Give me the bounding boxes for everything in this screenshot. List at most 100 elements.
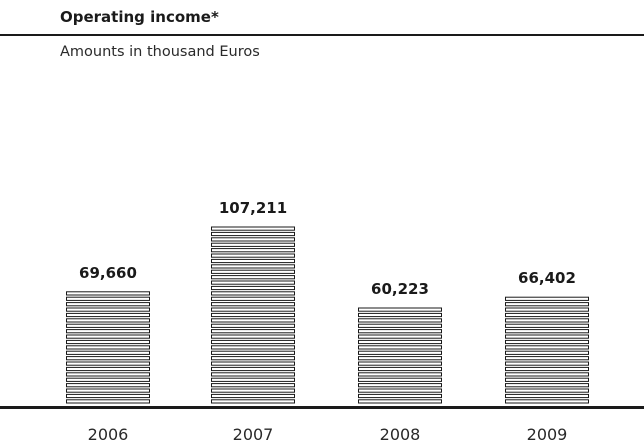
bar-stripe	[211, 253, 295, 258]
bar-stripe	[211, 237, 295, 242]
bar-stripe	[505, 399, 589, 404]
bar-stripe	[505, 312, 589, 318]
bar-stripe	[66, 361, 150, 366]
bar-stripe	[505, 361, 589, 366]
bar-stripe	[505, 334, 589, 339]
bar-stripe	[211, 323, 295, 328]
bar-stripe	[505, 383, 589, 388]
bar-stripe	[358, 366, 442, 372]
bar-stripe	[505, 393, 589, 399]
bar-2008	[358, 307, 442, 404]
bar-stripe	[66, 366, 150, 372]
bar-stripe	[358, 345, 442, 350]
bar-stripe	[211, 393, 295, 399]
bar-stripe	[358, 393, 442, 399]
bar-stripe	[358, 356, 442, 361]
bar-stripe	[211, 307, 295, 312]
bar-stripe	[66, 312, 150, 318]
bar-stripe	[211, 366, 295, 372]
bar-stripe	[211, 264, 295, 269]
bar-stripe	[66, 302, 150, 307]
bar-stripe	[358, 323, 442, 328]
bar-stripe	[211, 318, 295, 323]
bar-stripe	[505, 307, 589, 312]
x-tick-label-2006: 2006	[88, 425, 129, 444]
bar-stripe	[211, 269, 295, 274]
bar-stripe	[211, 302, 295, 307]
bar-stripe	[211, 372, 295, 377]
bar-stripe	[358, 339, 442, 345]
bar-stripe	[66, 350, 150, 355]
x-tick-label-2007: 2007	[233, 425, 274, 444]
bar-stripe	[358, 334, 442, 339]
bar-stripe	[211, 242, 295, 247]
bar-stripe	[358, 361, 442, 366]
chart-title: Operating income*	[60, 8, 219, 26]
bar-stripe	[211, 285, 295, 291]
bar-stripe	[66, 307, 150, 312]
bar-stripe	[505, 296, 589, 301]
bar-stripe	[505, 323, 589, 328]
bar-stripe	[66, 383, 150, 388]
bar-stripe	[358, 399, 442, 404]
bar-stripe	[211, 388, 295, 393]
x-tick-label-2008: 2008	[380, 425, 421, 444]
bar-stripe	[211, 339, 295, 345]
x-tick-label-2009: 2009	[527, 425, 568, 444]
value-label-2008: 60,223	[371, 280, 429, 298]
value-label-2007: 107,211	[219, 199, 287, 217]
bar-stripe	[66, 377, 150, 382]
bar-stripe	[505, 356, 589, 361]
bar-stripe	[66, 388, 150, 393]
bar-2009	[505, 296, 589, 404]
bar-stripe	[358, 312, 442, 318]
bar-2007	[211, 226, 295, 404]
bar-stripe	[211, 383, 295, 388]
bar-stripe	[505, 302, 589, 307]
bar-stripe	[358, 307, 442, 312]
bar-stripe	[211, 248, 295, 253]
bar-stripe	[505, 372, 589, 377]
bar-stripe	[211, 291, 295, 296]
bar-stripe	[211, 356, 295, 361]
bar-stripe	[211, 226, 295, 231]
bar-stripe	[358, 388, 442, 393]
bar-stripe	[66, 318, 150, 323]
bar-stripe	[66, 399, 150, 404]
bar-stripe	[358, 383, 442, 388]
title-divider	[0, 34, 644, 36]
chart-subtitle: Amounts in thousand Euros	[60, 44, 260, 60]
bar-stripe	[505, 377, 589, 382]
bar-stripe	[211, 275, 295, 280]
bar-stripe	[66, 329, 150, 334]
bar-stripe	[66, 296, 150, 301]
bar-stripe	[505, 329, 589, 334]
bar-stripe	[211, 280, 295, 285]
bar-stripe	[211, 312, 295, 318]
bar-stripe	[211, 345, 295, 350]
bar-stripe	[66, 323, 150, 328]
bar-stripe	[211, 296, 295, 301]
bar-stripe	[505, 388, 589, 393]
bar-stripe	[211, 377, 295, 382]
bar-stripe	[66, 393, 150, 399]
bar-stripe	[66, 334, 150, 339]
bar-stripe	[505, 339, 589, 345]
bar-stripe	[66, 356, 150, 361]
bar-stripe	[211, 231, 295, 237]
bar-stripe	[358, 329, 442, 334]
bar-stripe	[66, 291, 150, 296]
bar-stripe	[211, 329, 295, 334]
bar-stripe	[358, 377, 442, 382]
bar-stripe	[505, 350, 589, 355]
bar-stripe	[66, 345, 150, 350]
bar-stripe	[211, 399, 295, 404]
value-label-2006: 69,660	[79, 264, 137, 282]
bar-stripe	[505, 345, 589, 350]
bar-stripe	[66, 339, 150, 345]
x-axis-baseline	[0, 406, 644, 409]
bar-stripe	[66, 372, 150, 377]
bar-stripe	[211, 350, 295, 355]
bar-2006	[66, 291, 150, 404]
